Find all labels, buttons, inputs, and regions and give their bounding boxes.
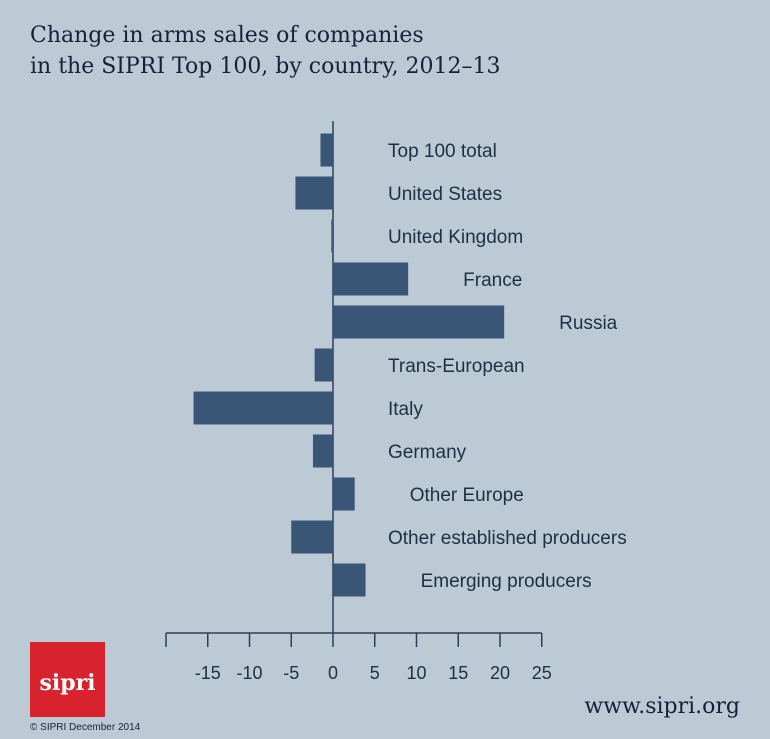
category-label: Other established producers (388, 528, 627, 549)
category-label: United Kingdom (388, 227, 523, 248)
sipri-logo: sipri (30, 642, 105, 717)
category-label: Italy (388, 399, 423, 420)
category-label: Top 100 total (388, 141, 497, 162)
bar-france (333, 262, 409, 296)
x-tick-label: -5 (283, 663, 299, 683)
bar-top-100-total (320, 133, 333, 167)
logo-text: sipri (39, 669, 96, 696)
x-tick-label: 10 (406, 663, 426, 683)
category-label: United States (388, 184, 502, 205)
x-tick-label: -10 (236, 663, 262, 683)
category-label: Emerging producers (421, 571, 592, 592)
bar-united-kingdom (331, 219, 333, 253)
x-tick-label: 25 (532, 663, 552, 683)
category-label: France (463, 270, 522, 291)
category-label: Germany (388, 442, 467, 463)
bar-germany (312, 434, 333, 468)
website-link[interactable]: www.sipri.org (584, 694, 740, 719)
x-tick-label: 20 (490, 663, 510, 683)
chart-title: Change in arms sales of companies in the… (30, 20, 501, 82)
bar-other-europe (333, 477, 355, 511)
bar-russia (333, 305, 505, 339)
bar-other-established-producers (291, 520, 333, 554)
category-label: Trans-European (388, 356, 525, 377)
category-label: Other Europe (410, 485, 524, 506)
bar-united-states (295, 176, 333, 210)
bar-emerging-producers (333, 563, 366, 597)
x-tick-label: 5 (370, 663, 380, 683)
chart-title-line-1: Change in arms sales of companies (30, 23, 424, 48)
x-tick-label: -15 (195, 663, 221, 683)
x-tick-label: 15 (448, 663, 468, 683)
x-tick-label: 0 (328, 663, 338, 683)
bar-trans-european (314, 348, 333, 382)
bar-italy (193, 391, 333, 425)
chart-title-line-2: in the SIPRI Top 100, by country, 2012–1… (30, 54, 501, 79)
copyright-notice: © SIPRI December 2014 (30, 722, 141, 733)
category-label: Russia (559, 313, 618, 334)
